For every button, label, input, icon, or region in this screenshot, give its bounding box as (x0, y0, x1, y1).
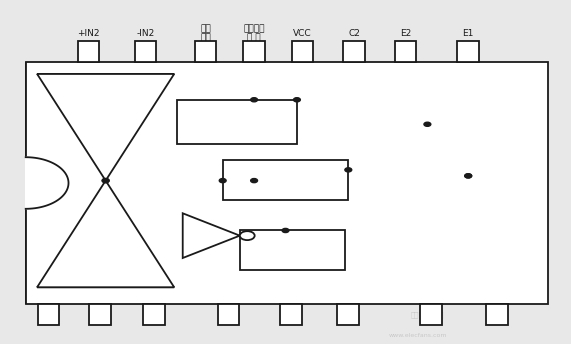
Bar (177, 100, 297, 144)
Text: +誤放-: +誤放- (95, 260, 116, 269)
Bar (89, 304, 111, 325)
Polygon shape (37, 181, 174, 287)
Circle shape (102, 179, 109, 183)
Text: 1: 1 (46, 310, 51, 319)
Bar (26, 62, 548, 304)
Bar (337, 304, 359, 325)
Bar (143, 304, 165, 325)
Text: 4: 4 (226, 310, 231, 319)
Text: www.elecfans.com: www.elecfans.com (388, 333, 447, 338)
Polygon shape (37, 74, 174, 181)
Text: 16: 16 (83, 47, 94, 56)
Text: +誤放-: +誤放- (95, 94, 116, 104)
Text: 3: 3 (151, 310, 157, 319)
Circle shape (424, 122, 431, 126)
Bar (135, 41, 156, 62)
Bar (223, 160, 348, 200)
Circle shape (251, 98, 258, 102)
Circle shape (345, 168, 352, 172)
Polygon shape (37, 74, 174, 124)
Circle shape (102, 179, 109, 183)
Polygon shape (37, 237, 174, 287)
Circle shape (251, 179, 258, 183)
Bar (38, 304, 59, 325)
Text: 3: 3 (251, 47, 257, 56)
Polygon shape (183, 213, 240, 258)
Bar (218, 304, 239, 325)
Circle shape (219, 179, 226, 183)
Bar (343, 41, 365, 62)
Text: 基準: 基準 (200, 25, 211, 34)
Text: 2: 2 (106, 128, 111, 137)
Bar (292, 41, 313, 62)
Text: 6: 6 (345, 310, 351, 319)
Text: u.com: u.com (57, 205, 91, 215)
Bar (457, 41, 479, 62)
Text: 2: 2 (106, 186, 111, 195)
Bar (243, 41, 265, 62)
Bar (78, 41, 99, 62)
Bar (195, 41, 216, 62)
Text: 輸出方式: 輸出方式 (243, 25, 265, 34)
Bar (395, 41, 416, 62)
Text: 振蕩器: 振蕩器 (283, 245, 302, 255)
Polygon shape (26, 157, 69, 209)
Text: +誤放-: +誤放- (95, 258, 116, 267)
Circle shape (465, 174, 472, 178)
Text: 8: 8 (494, 310, 500, 319)
Text: 10: 10 (400, 47, 411, 56)
Text: 5: 5 (288, 310, 294, 319)
Text: 控 制: 控 制 (247, 33, 261, 42)
Text: +誤放-: +誤放- (95, 92, 116, 101)
Text: C2: C2 (348, 29, 360, 38)
Text: +IN2: +IN2 (77, 29, 100, 38)
Text: 15: 15 (140, 47, 151, 56)
Text: 基準穩(wěn)壓器: 基準穩(wěn)壓器 (207, 117, 267, 127)
Circle shape (293, 98, 300, 102)
Text: E1: E1 (463, 29, 474, 38)
Circle shape (240, 231, 255, 240)
Text: 輸出: 輸出 (200, 33, 211, 42)
Text: 1: 1 (107, 169, 113, 178)
Text: -IN2: -IN2 (136, 29, 155, 38)
Text: 控制電路: 控制電路 (273, 175, 298, 185)
Text: 9: 9 (465, 47, 471, 56)
Bar (420, 304, 442, 325)
Text: E2: E2 (400, 29, 411, 38)
Text: 11: 11 (348, 47, 360, 56)
Text: 12: 12 (297, 47, 308, 56)
Circle shape (282, 228, 289, 233)
Text: 2: 2 (97, 310, 103, 319)
Bar (240, 230, 345, 270)
Bar (486, 304, 508, 325)
Bar (280, 304, 302, 325)
Circle shape (465, 174, 472, 178)
Text: 14: 14 (200, 47, 211, 56)
Text: 電子發(fā)燒友: 電子發(fā)燒友 (411, 311, 445, 318)
Text: 1: 1 (103, 245, 108, 254)
Text: VCC: VCC (293, 29, 312, 38)
Text: 7: 7 (428, 310, 434, 319)
